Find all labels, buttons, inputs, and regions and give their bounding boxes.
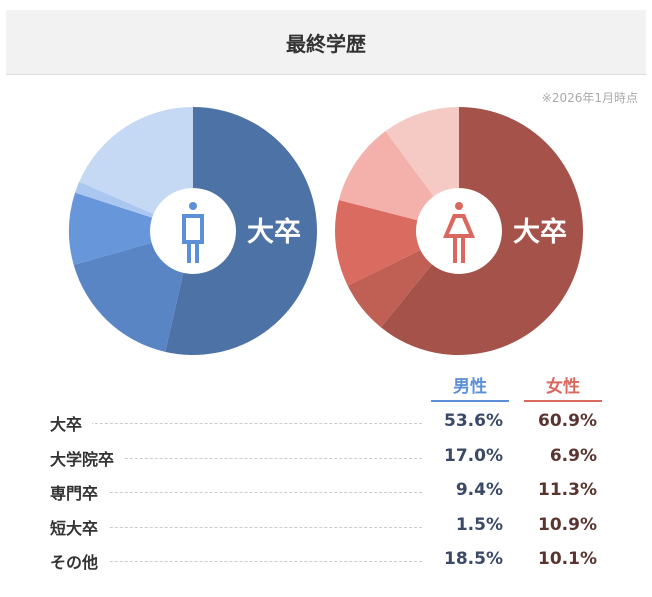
pie-slice-専門卒 [335, 200, 459, 286]
female-value: 10.1% [538, 549, 597, 569]
female-header: 女性 [524, 372, 602, 402]
male-value: 9.4% [455, 480, 503, 500]
row-label: 大卒 [50, 411, 93, 435]
male-header: 男性 [431, 372, 509, 402]
male-icon [182, 202, 204, 263]
female-value: 11.3% [538, 480, 597, 500]
dotted-leader [50, 492, 422, 493]
table-row: 短大卒 1.5% 10.9% [50, 514, 600, 539]
table-row: 専門卒 9.4% 11.3% [50, 480, 600, 504]
pie-male: 大卒 [69, 107, 317, 355]
row-label: 専門卒 [50, 480, 109, 504]
male-value: 53.6% [444, 411, 503, 431]
row-label: その他 [50, 549, 109, 573]
row-label: 短大卒 [50, 514, 109, 539]
female-value: 10.9% [538, 514, 597, 535]
center-label: 大卒 [247, 216, 301, 248]
male-value: 18.5% [444, 549, 503, 569]
pie-female: 大卒 [335, 107, 583, 355]
center-label: 大卒 [513, 216, 567, 248]
female-value: 6.9% [549, 445, 597, 466]
panel-title: 最終学歴 [6, 10, 646, 75]
row-label: 大学院卒 [50, 445, 125, 470]
center-circle [416, 188, 502, 274]
date-note: ※2026年1月時点 [541, 91, 638, 105]
table-row: 大学院卒 17.0% 6.9% [50, 445, 600, 470]
female-value: 60.9% [538, 411, 597, 431]
pie-slice-大卒 [165, 107, 317, 355]
female-icon [443, 202, 475, 263]
table-row: 大卒 53.6% 60.9% [50, 411, 600, 435]
dotted-leader [50, 561, 422, 562]
male-value: 17.0% [444, 445, 503, 466]
center-circle [150, 188, 236, 274]
dotted-leader [50, 526, 422, 528]
pie-slice-専門卒 [69, 192, 193, 265]
male-value: 1.5% [455, 514, 503, 535]
dotted-leader [50, 457, 422, 459]
pie-charts: 大卒 大卒 [69, 107, 583, 355]
table-row: その他 18.5% 10.1% [50, 549, 600, 573]
dotted-leader [50, 423, 422, 424]
